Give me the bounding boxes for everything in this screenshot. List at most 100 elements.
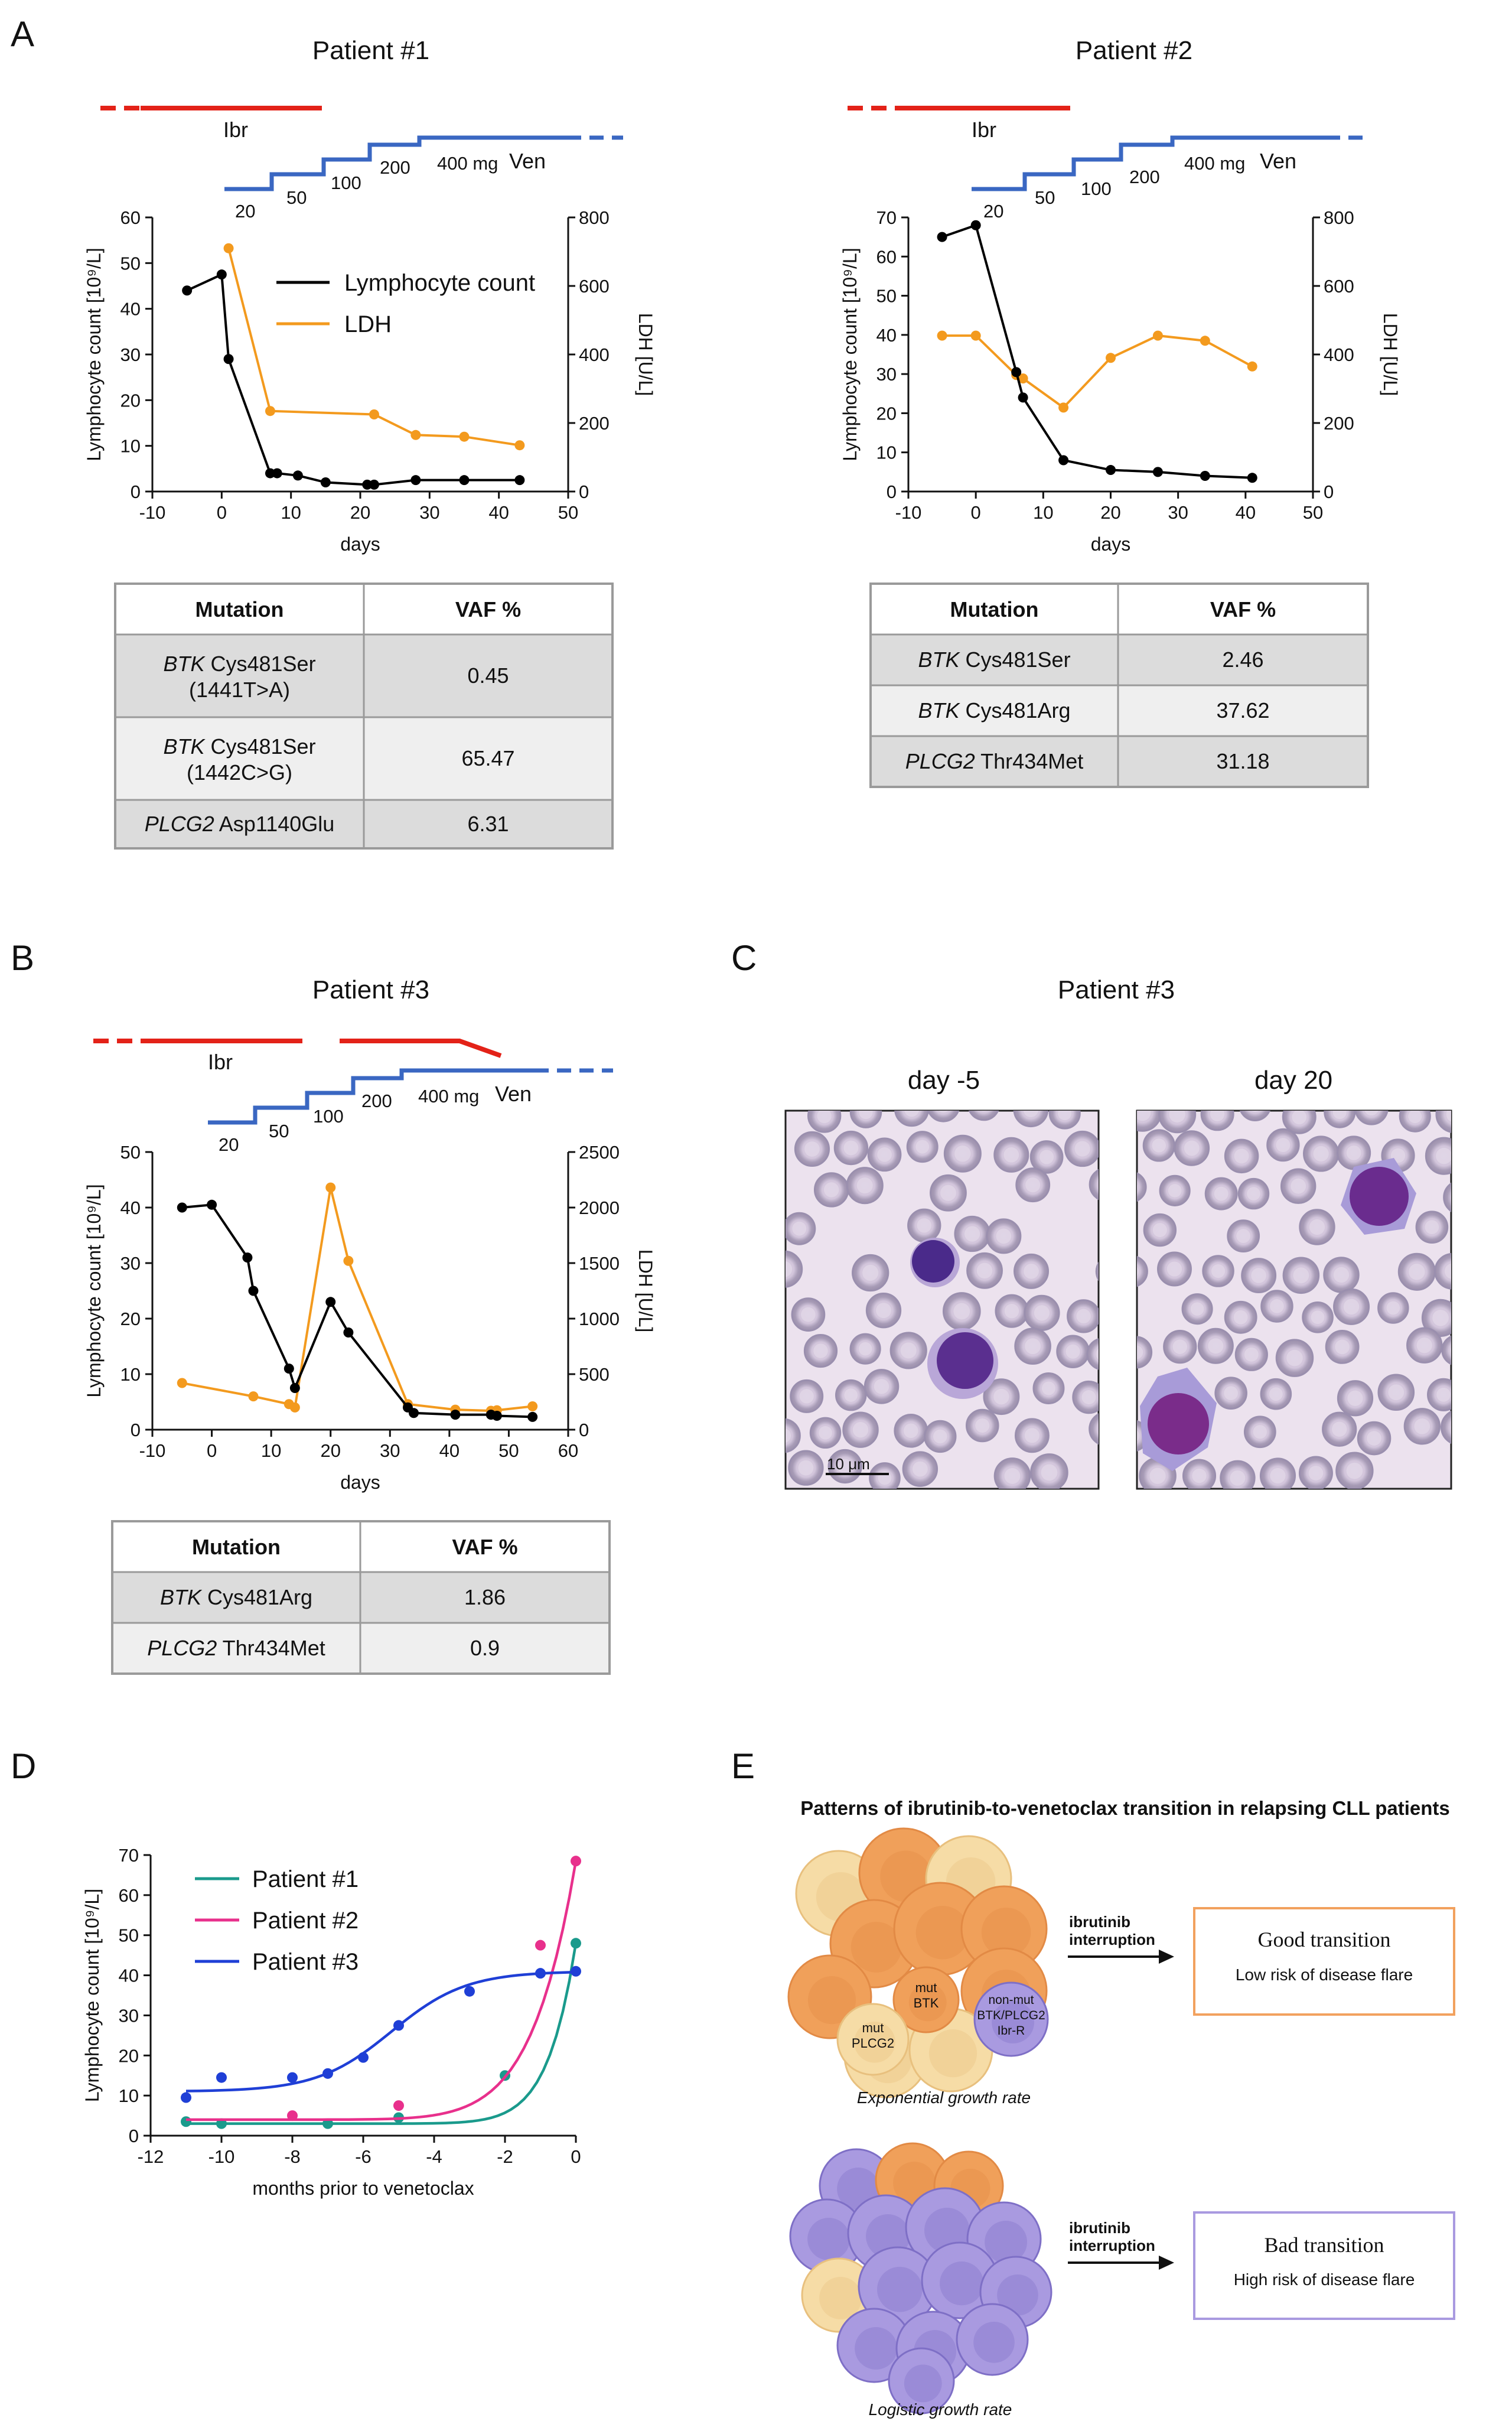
red-blood-cell-center bbox=[1184, 1140, 1200, 1156]
red-blood-cell bbox=[1095, 1261, 1099, 1281]
data-point-lymphocyte bbox=[292, 470, 303, 481]
y2-tick-label: 2500 bbox=[579, 1142, 620, 1163]
data-point-lymphocyte bbox=[491, 1411, 502, 1421]
micrograph-title: Patient #3 bbox=[1058, 975, 1175, 1004]
patient3-title: Patient #3 bbox=[312, 975, 429, 1004]
data-point-ldh bbox=[410, 429, 421, 440]
y2-tick-label: 1500 bbox=[579, 1253, 620, 1274]
red-blood-cell-center bbox=[874, 1379, 889, 1394]
red-blood-cell bbox=[1089, 1413, 1099, 1445]
red-blood-cell-center bbox=[843, 1140, 859, 1156]
space bbox=[204, 652, 210, 676]
mutation-name: Asp1140Glu bbox=[219, 812, 334, 836]
lymphocyte-nucleus bbox=[937, 1332, 993, 1389]
ven-label: Ven bbox=[495, 1082, 532, 1106]
red-blood-cell bbox=[1106, 1211, 1139, 1245]
red-blood-cell bbox=[1461, 1294, 1491, 1323]
red-blood-cell-center bbox=[1062, 1504, 1078, 1519]
mutation-name: Thr434Met bbox=[980, 749, 1083, 773]
red-blood-cell-center bbox=[856, 1177, 873, 1194]
red-blood-cell-center bbox=[799, 1389, 814, 1404]
red-blood-cell-center bbox=[1343, 1299, 1360, 1315]
data-point-patient-3 bbox=[216, 2072, 227, 2083]
red-blood-cell-center bbox=[856, 1499, 871, 1514]
data-point-patient-1 bbox=[571, 1938, 581, 1949]
red-blood-cell bbox=[1467, 1459, 1497, 1490]
data-point-lymphocyte bbox=[1011, 367, 1022, 378]
red-blood-cell-center bbox=[1475, 1467, 1488, 1481]
red-blood-cell-center bbox=[1004, 1468, 1021, 1484]
cell-nucleus bbox=[997, 2274, 1038, 2316]
data-point-patient-3 bbox=[287, 2072, 298, 2083]
cell-nucleus bbox=[904, 2364, 942, 2403]
red-blood-cell-center bbox=[1024, 1428, 1040, 1443]
red-blood-cell-center bbox=[1137, 1345, 1143, 1359]
x-tick-label: 10 bbox=[281, 502, 301, 523]
red-blood-cell bbox=[1086, 1338, 1099, 1370]
red-blood-cell-center bbox=[1313, 1146, 1329, 1162]
space bbox=[204, 734, 210, 759]
table-row-bg bbox=[871, 736, 1368, 787]
cell-nucleus bbox=[928, 2029, 977, 2078]
bad-transition-title: Bad transition bbox=[1265, 2233, 1384, 2257]
y2-tick-label: 1000 bbox=[579, 1309, 620, 1329]
red-blood-cell-center bbox=[1149, 1467, 1166, 1484]
y-tick-label: 10 bbox=[120, 436, 141, 457]
legend-label: Lymphocyte count bbox=[344, 270, 535, 296]
legend-label: Patient #3 bbox=[252, 1949, 359, 1975]
red-blood-cell-center bbox=[1101, 1502, 1116, 1517]
red-blood-cell bbox=[1052, 1493, 1088, 1529]
y-tick-label: 20 bbox=[120, 390, 141, 411]
fit-curve-patient-3 bbox=[185, 1970, 576, 2093]
logistic-caption: Logistic growth rate bbox=[869, 2400, 1012, 2419]
red-blood-cell bbox=[891, 1497, 920, 1527]
data-point-lymphocyte bbox=[1058, 455, 1069, 466]
ibr-label: Ibr bbox=[208, 1050, 233, 1074]
panel-label-c: C bbox=[731, 938, 757, 978]
red-blood-cell-center bbox=[1204, 1511, 1219, 1526]
red-blood-cell-center bbox=[1042, 1381, 1055, 1395]
red-blood-cell-center bbox=[817, 1111, 832, 1124]
dose-50: 50 bbox=[286, 187, 307, 208]
red-blood-cell-center bbox=[838, 1459, 853, 1474]
x-tick-label: -8 bbox=[284, 2146, 301, 2167]
y2-tick-label: 200 bbox=[579, 413, 610, 434]
mutation-name: Cys481Ser bbox=[210, 734, 315, 759]
red-blood-cell bbox=[1137, 1256, 1148, 1287]
mut-btk-label-2: BTK bbox=[914, 1996, 939, 2010]
vaf-cell: 37.62 bbox=[1216, 698, 1269, 723]
mut-plcg2-label-2: PLCG2 bbox=[852, 2036, 894, 2051]
red-blood-cell bbox=[1443, 1182, 1451, 1212]
ibr-resume-line bbox=[340, 1039, 502, 1058]
red-blood-cell-center bbox=[1436, 1387, 1451, 1402]
red-blood-cell-center bbox=[1137, 1111, 1151, 1121]
red-blood-cell-center bbox=[1099, 1177, 1113, 1192]
x-tick-label: 0 bbox=[207, 1440, 217, 1461]
red-blood-cell-center bbox=[1453, 1190, 1468, 1205]
table-header-bg bbox=[871, 584, 1368, 634]
y-tick-label: 40 bbox=[120, 1198, 141, 1218]
red-blood-cell-center bbox=[1105, 1264, 1119, 1278]
red-blood-cell-center bbox=[1175, 1504, 1191, 1520]
patient2-title: Patient #2 bbox=[1076, 36, 1192, 65]
red-blood-cell-center bbox=[1332, 1421, 1347, 1437]
data-point-lymphocyte bbox=[320, 477, 331, 488]
mutation-sub: (1441T>A) bbox=[189, 678, 290, 702]
mutation-cell: BTK Cys481Ser bbox=[163, 734, 315, 759]
patient3-timeline: Ibr 20 50 100 200 400 mg Ven bbox=[93, 1039, 613, 1155]
red-blood-cell-center bbox=[1332, 1111, 1347, 1120]
red-blood-cells-left bbox=[786, 1111, 1139, 1529]
x-tick-label: -10 bbox=[895, 502, 922, 523]
x-tick-label: -12 bbox=[138, 2146, 164, 2167]
y-tick-label: 30 bbox=[119, 2005, 139, 2026]
dose-50: 50 bbox=[269, 1121, 289, 1141]
data-point-ldh bbox=[1247, 361, 1257, 372]
red-blood-cell-center bbox=[1408, 1111, 1422, 1124]
red-blood-cell-center bbox=[1137, 1430, 1140, 1441]
data-point-ldh bbox=[459, 431, 470, 442]
dose-50: 50 bbox=[1035, 187, 1055, 208]
red-blood-cell-center bbox=[1309, 1219, 1325, 1235]
red-blood-cell-center bbox=[1286, 1349, 1303, 1366]
red-blood-cell bbox=[1315, 1491, 1348, 1524]
x-tick-label: 0 bbox=[571, 2146, 581, 2167]
